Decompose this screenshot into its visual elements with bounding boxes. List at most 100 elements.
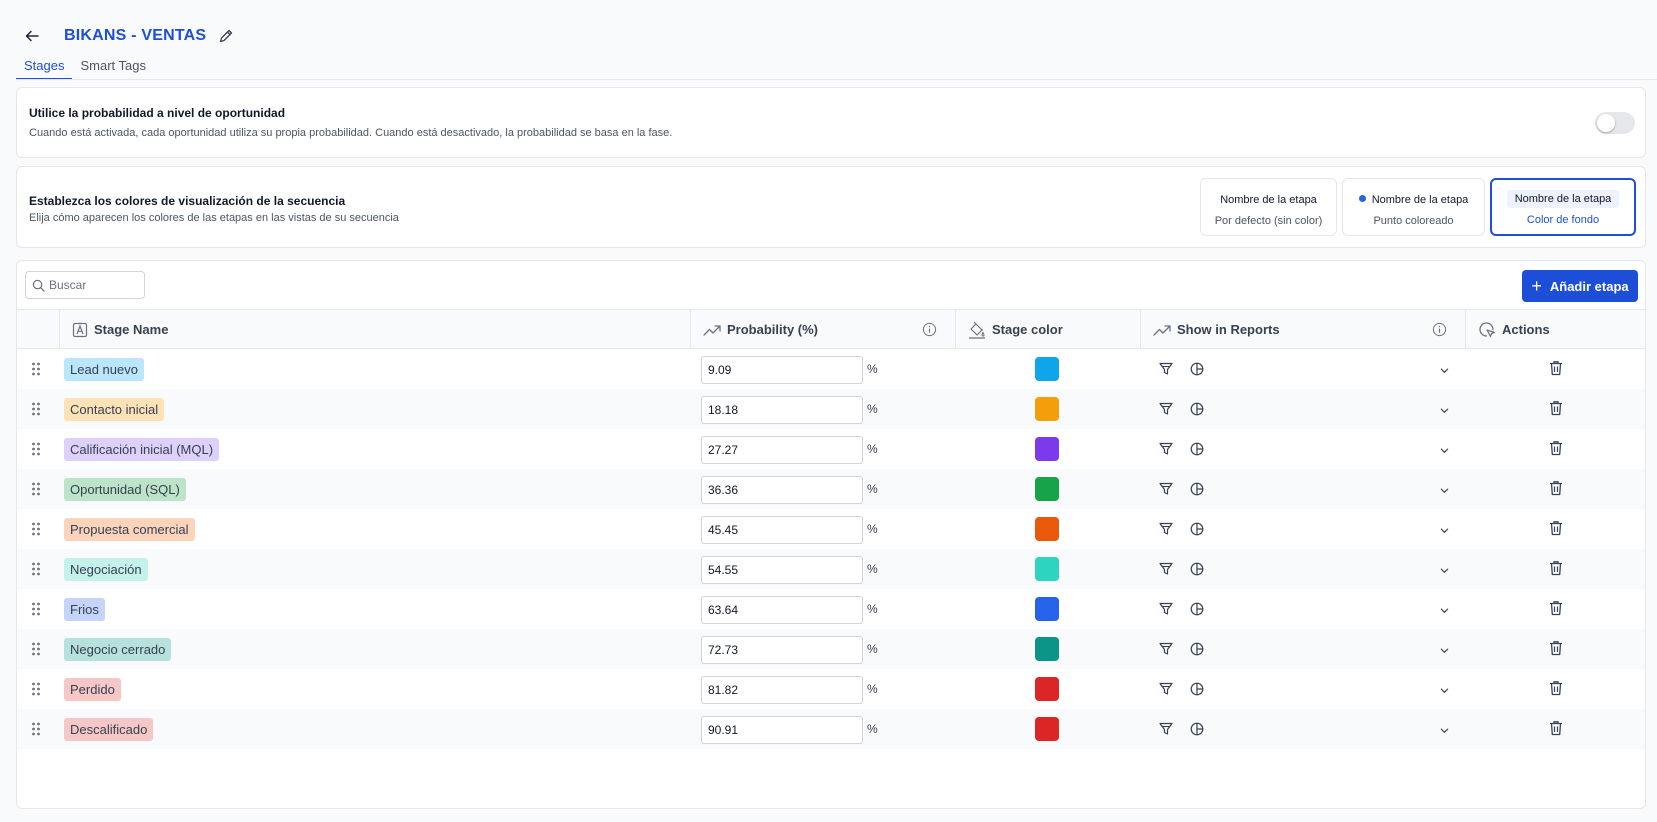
stage-name-chip[interactable]: Negociación [64, 558, 148, 581]
drag-handle-icon[interactable] [31, 561, 41, 580]
funnel-icon[interactable] [1159, 402, 1173, 419]
pie-chart-icon[interactable] [1190, 442, 1204, 459]
drag-handle-icon[interactable] [31, 441, 41, 460]
probability-input[interactable]: 54.55 [701, 556, 863, 584]
stage-name-chip[interactable]: Descalificado [64, 718, 154, 741]
actions-header: Actions [1465, 310, 1645, 349]
color-option-dot[interactable]: Nombre de la etapa Punto coloreado [1342, 178, 1485, 236]
percent-symbol: % [867, 722, 878, 736]
chevron-down-icon[interactable] [1439, 684, 1450, 699]
drag-handle-icon[interactable] [31, 681, 41, 700]
stage-color-swatch[interactable] [1035, 477, 1059, 501]
probability-input[interactable]: 27.27 [701, 436, 863, 464]
drag-handle-icon[interactable] [31, 601, 41, 620]
stage-color-swatch[interactable] [1035, 677, 1059, 701]
funnel-icon[interactable] [1159, 562, 1173, 579]
stage-name-chip[interactable]: Oportunidad (SQL) [64, 478, 186, 501]
stage-name-chip[interactable]: Negocio cerrado [64, 638, 172, 661]
pencil-icon[interactable] [218, 28, 234, 44]
trash-icon[interactable] [1549, 440, 1563, 459]
color-option-background[interactable]: Nombre de la etapa Color de fondo [1490, 178, 1636, 236]
chevron-down-icon[interactable] [1439, 524, 1450, 539]
probability-input[interactable]: 90.91 [701, 716, 863, 744]
drag-handle-icon[interactable] [31, 401, 41, 420]
stage-color-swatch[interactable] [1035, 357, 1059, 381]
funnel-icon[interactable] [1159, 602, 1173, 619]
pie-chart-icon[interactable] [1190, 642, 1204, 659]
pie-chart-icon[interactable] [1190, 362, 1204, 379]
probability-input[interactable]: 81.82 [701, 676, 863, 704]
chevron-down-icon[interactable] [1439, 564, 1450, 579]
stage-color-swatch[interactable] [1035, 557, 1059, 581]
chevron-down-icon[interactable] [1439, 404, 1450, 419]
trash-icon[interactable] [1549, 680, 1563, 699]
stage-name-chip[interactable]: Propuesta comercial [64, 518, 195, 541]
funnel-icon[interactable] [1159, 682, 1173, 699]
tab-smart-tags[interactable]: Smart Tags [80, 58, 146, 73]
pie-chart-icon[interactable] [1190, 602, 1204, 619]
probability-setting-description: Cuando está activada, cada oportunidad u… [29, 127, 673, 139]
pie-chart-icon[interactable] [1190, 522, 1204, 539]
drag-handle-icon[interactable] [31, 641, 41, 660]
funnel-icon[interactable] [1159, 442, 1173, 459]
chevron-down-icon[interactable] [1439, 484, 1450, 499]
probability-input[interactable]: 63.64 [701, 596, 863, 624]
drag-handle-icon[interactable] [31, 481, 41, 500]
funnel-icon[interactable] [1159, 722, 1173, 739]
trash-icon[interactable] [1549, 480, 1563, 499]
back-arrow-icon[interactable] [16, 20, 48, 52]
chevron-down-icon[interactable] [1439, 604, 1450, 619]
chevron-down-icon[interactable] [1439, 724, 1450, 739]
drag-handle-icon[interactable] [31, 361, 41, 380]
chevron-down-icon[interactable] [1439, 364, 1450, 379]
probability-input[interactable]: 18.18 [701, 396, 863, 424]
funnel-icon[interactable] [1159, 642, 1173, 659]
chevron-down-icon[interactable] [1439, 644, 1450, 659]
color-option-default[interactable]: Nombre de la etapa Por defecto (sin colo… [1200, 178, 1337, 236]
funnel-icon[interactable] [1159, 482, 1173, 499]
stage-color-swatch[interactable] [1035, 517, 1059, 541]
table-row: Lead nuevo 9.09 % [17, 349, 1645, 389]
table-row: Negociación 54.55 % [17, 549, 1645, 589]
info-icon[interactable] [922, 322, 937, 337]
add-stage-button[interactable]: + Añadir etapa [1522, 270, 1638, 302]
pie-chart-icon[interactable] [1190, 402, 1204, 419]
pie-chart-icon[interactable] [1190, 682, 1204, 699]
trash-icon[interactable] [1549, 560, 1563, 579]
trash-icon[interactable] [1549, 720, 1563, 739]
drag-handle-icon[interactable] [31, 521, 41, 540]
stage-name-chip[interactable]: Contacto inicial [64, 398, 165, 421]
probability-input[interactable]: 9.09 [701, 356, 863, 384]
chevron-down-icon[interactable] [1439, 444, 1450, 459]
trash-icon[interactable] [1549, 360, 1563, 379]
stage-color-swatch[interactable] [1035, 437, 1059, 461]
pie-chart-icon[interactable] [1190, 482, 1204, 499]
stage-name-chip[interactable]: Lead nuevo [64, 358, 144, 381]
funnel-icon[interactable] [1159, 362, 1173, 379]
probability-input[interactable]: 72.73 [701, 636, 863, 664]
trash-icon[interactable] [1549, 640, 1563, 659]
drag-handle-icon[interactable] [31, 721, 41, 740]
stage-name-chip[interactable]: Calificación inicial (MQL) [64, 438, 220, 461]
trash-icon[interactable] [1549, 400, 1563, 419]
funnel-icon[interactable] [1159, 522, 1173, 539]
stage-color-swatch[interactable] [1035, 397, 1059, 421]
stage-color-swatch[interactable] [1035, 637, 1059, 661]
probability-toggle[interactable] [1595, 112, 1635, 134]
stage-name-chip[interactable]: Perdido [64, 678, 121, 701]
percent-symbol: % [867, 442, 878, 456]
trash-icon[interactable] [1549, 600, 1563, 619]
stage-color-swatch[interactable] [1035, 597, 1059, 621]
tab-stages[interactable]: Stages [16, 58, 73, 80]
trash-icon[interactable] [1549, 520, 1563, 539]
search-input[interactable] [49, 278, 139, 292]
probability-input[interactable]: 45.45 [701, 516, 863, 544]
pie-chart-icon[interactable] [1190, 722, 1204, 739]
search-box[interactable] [25, 271, 145, 299]
stage-color-swatch[interactable] [1035, 717, 1059, 741]
pie-chart-icon[interactable] [1190, 562, 1204, 579]
table-row: Frios 63.64 % [17, 589, 1645, 629]
info-icon[interactable] [1432, 322, 1447, 337]
stage-name-chip[interactable]: Frios [64, 598, 105, 621]
probability-input[interactable]: 36.36 [701, 476, 863, 504]
